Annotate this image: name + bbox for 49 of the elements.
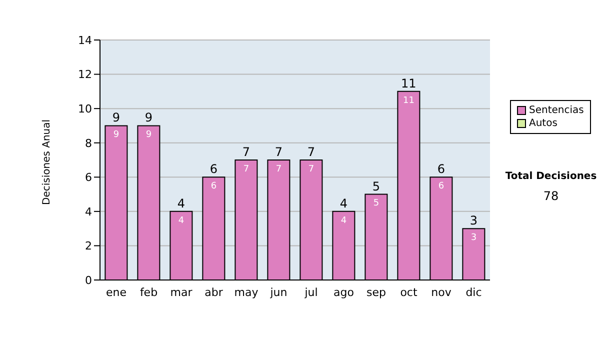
x-tick-label: jul	[304, 286, 318, 299]
total-label: 7	[307, 145, 316, 159]
data-label: 6	[438, 182, 444, 192]
x-tick-label: abr	[204, 286, 224, 299]
text: Total Decisiones	[504, 171, 598, 182]
x-tick-label: feb	[140, 286, 158, 299]
total-label: 11	[401, 76, 416, 90]
y-tick-label: 8	[85, 136, 92, 150]
data-label: 5	[373, 198, 380, 209]
data-label: 6	[210, 182, 217, 192]
total-label: 3	[470, 214, 478, 228]
y-tick-label: 12	[78, 68, 92, 82]
total-label: 9	[144, 110, 153, 125]
total-label: 4	[340, 196, 348, 210]
y-tick-label: 10	[78, 102, 92, 116]
data-label: 9	[113, 130, 120, 140]
x-tick-label: jun	[269, 286, 288, 299]
total-label: 7	[242, 145, 250, 159]
data-label: 9	[146, 130, 152, 140]
x-tick-label: may	[234, 286, 259, 299]
x-tick-label: oct	[400, 286, 418, 299]
y-tick-label: 14	[78, 34, 92, 47]
total-label: 7	[274, 145, 283, 159]
data-label: 7	[243, 164, 250, 174]
x-tick-label: nov	[431, 286, 452, 299]
data-label: 4	[178, 216, 184, 226]
data-label: 4	[340, 216, 347, 226]
data-label: 7	[276, 164, 282, 174]
total-label: 9	[112, 110, 120, 125]
text: 78	[542, 189, 560, 203]
y-tick-label: 4	[85, 205, 92, 218]
data-label: 3	[470, 232, 477, 243]
total-label: 5	[372, 179, 380, 194]
total-label: 6	[210, 162, 218, 176]
y-tick-label: 2	[85, 240, 92, 253]
total-label: 6	[437, 162, 446, 176]
x-tick-label: mar	[170, 286, 193, 299]
x-tick-label: ene	[106, 286, 127, 299]
y-axis-title: Decisiones Anual	[42, 119, 53, 205]
legend-label: Autos	[529, 117, 558, 130]
data-label: 11	[402, 96, 414, 106]
data-label: 7	[308, 164, 314, 174]
legend-label: Sentencias	[529, 104, 584, 117]
x-tick-label: dic	[466, 286, 482, 299]
x-tick-label: sep	[366, 286, 386, 299]
total-label: 4	[177, 196, 186, 210]
y-tick-label: 6	[85, 171, 92, 184]
y-tick-label: 0	[85, 274, 92, 287]
x-tick-label: ago	[334, 286, 354, 299]
